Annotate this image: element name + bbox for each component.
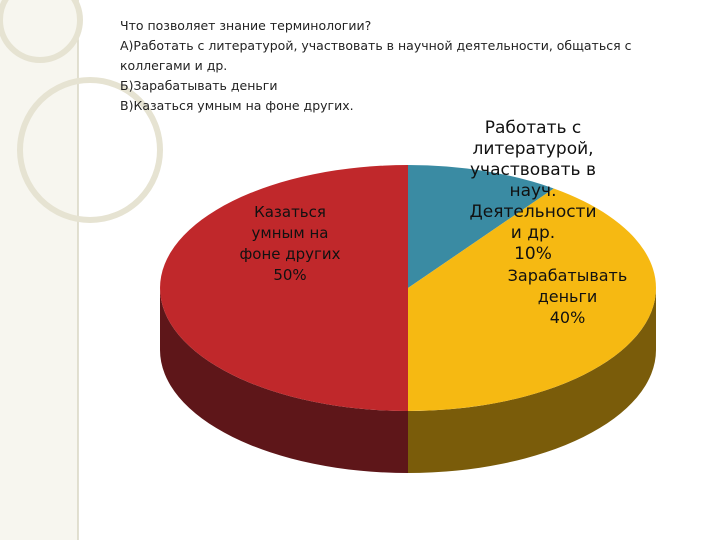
slice <box>408 165 554 288</box>
value-label: 50% <box>273 266 307 284</box>
option: В)Казаться умным на фоне других. <box>120 98 354 113</box>
slice <box>160 165 408 411</box>
option: А)Работать с литературой, участвовать в … <box>120 38 632 73</box>
value-label: 10% <box>514 244 552 264</box>
question-title: Что позволяет знание терминологии? <box>120 18 372 33</box>
ornament <box>0 0 83 63</box>
category-label: Зарабатывать деньги <box>507 266 628 306</box>
category-label: Работать с литературой, участвовать в на… <box>469 118 597 243</box>
slice <box>408 188 656 411</box>
value-label: 40% <box>549 308 586 327</box>
side-band <box>0 0 78 540</box>
question-text: Что позволяет знание терминологии? А)Раб… <box>120 16 680 116</box>
ornament <box>17 77 163 223</box>
category-label: Казаться умным на фоне других <box>239 203 341 263</box>
slice-side <box>408 288 656 473</box>
data-label: Зарабатывать деньги 40% <box>500 265 635 328</box>
data-label: Казаться умным на фоне других 50% <box>235 202 345 286</box>
option: Б)Зарабатывать деньги <box>120 78 278 93</box>
slice-side <box>160 288 408 473</box>
data-label: Работать с литературой, участвовать в на… <box>468 118 598 265</box>
